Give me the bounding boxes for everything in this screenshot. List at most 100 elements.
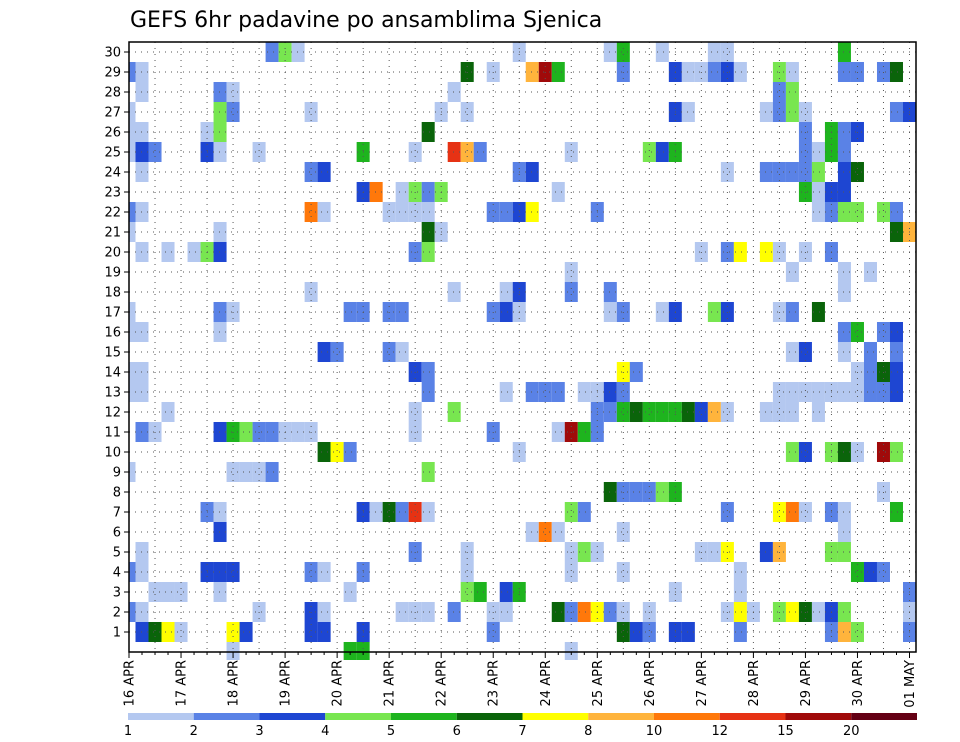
heatmap-cell xyxy=(525,522,539,542)
heatmap-cell xyxy=(304,202,318,222)
heatmap-cell xyxy=(499,282,513,302)
heatmap-cell xyxy=(707,302,721,322)
heatmap-cell xyxy=(798,102,812,122)
heatmap-cell xyxy=(889,202,903,222)
heatmap-cell xyxy=(707,402,721,422)
heatmap-cell xyxy=(135,242,149,262)
heatmap-cell xyxy=(837,162,851,182)
heatmap-cell xyxy=(239,622,253,642)
heatmap-cell xyxy=(772,402,786,422)
x-tick-label: 21 APR xyxy=(383,660,398,706)
heatmap-cell xyxy=(382,202,396,222)
heatmap-cell xyxy=(447,82,461,102)
heatmap-cell xyxy=(525,62,539,82)
y-tick-label: 9 xyxy=(113,466,121,481)
heatmap-cell xyxy=(629,482,643,502)
heatmap-cell xyxy=(655,482,669,502)
heatmap-cell xyxy=(213,322,227,342)
heatmap-cell xyxy=(161,622,175,642)
heatmap-cell xyxy=(317,562,331,582)
heatmap-cell xyxy=(785,262,799,282)
heatmap-cell xyxy=(135,382,149,402)
heatmap-cell xyxy=(330,442,344,462)
y-tick-label: 1 xyxy=(113,626,121,641)
x-tick-label: 22 APR xyxy=(435,660,450,706)
heatmap-cell xyxy=(694,402,708,422)
heatmap-cell xyxy=(785,62,799,82)
heatmap-cell xyxy=(226,102,240,122)
heatmap-cell xyxy=(837,122,851,142)
colorbar-swatch xyxy=(128,713,194,720)
heatmap-cell xyxy=(616,562,630,582)
heatmap-cell xyxy=(655,142,669,162)
heatmap-cell xyxy=(759,402,773,422)
heatmap-cell xyxy=(135,422,149,442)
heatmap-cell xyxy=(265,42,279,62)
heatmap-cell xyxy=(759,542,773,562)
heatmap-cell xyxy=(720,42,734,62)
heatmap-cell xyxy=(252,462,266,482)
heatmap-cell xyxy=(811,182,825,202)
heatmap-cell xyxy=(226,562,240,582)
heatmap-cell xyxy=(564,262,578,282)
heatmap-cell xyxy=(395,502,409,522)
heatmap-cell xyxy=(733,602,747,622)
colorbar-swatch xyxy=(522,713,589,720)
heatmap-cell xyxy=(616,522,630,542)
heatmap-cell xyxy=(863,362,877,382)
heatmap-cell xyxy=(785,82,799,102)
heatmap-cell xyxy=(564,642,578,660)
heatmap-cell xyxy=(798,142,812,162)
colorbar-label: 20 xyxy=(843,724,860,739)
heatmap-cell xyxy=(447,282,461,302)
heatmap-cell xyxy=(733,582,747,602)
heatmap-cell xyxy=(148,142,162,162)
heatmap-cell xyxy=(837,322,851,342)
heatmap-cell xyxy=(629,622,643,642)
colorbar-label: 15 xyxy=(777,724,794,739)
heatmap-cell xyxy=(460,102,474,122)
heatmap-cell xyxy=(785,402,799,422)
heatmap-cell xyxy=(889,502,903,522)
heatmap-cell xyxy=(447,142,461,162)
y-tick-label: 17 xyxy=(104,306,121,321)
heatmap-cell xyxy=(577,602,591,622)
heatmap-cell xyxy=(772,102,786,122)
heatmap-cell xyxy=(772,502,786,522)
colorbar-swatch xyxy=(391,713,457,720)
heatmap-cell xyxy=(876,382,890,402)
y-tick-label: 26 xyxy=(104,126,121,141)
heatmap-cell xyxy=(135,142,149,162)
heatmap-cell xyxy=(889,322,903,342)
heatmap-cell xyxy=(499,582,513,602)
heatmap-cell xyxy=(213,522,227,542)
heatmap-cell xyxy=(720,502,734,522)
heatmap-cell xyxy=(447,402,461,422)
colorbar-label: 8 xyxy=(584,724,592,739)
heatmap-cell xyxy=(798,162,812,182)
heatmap-cell xyxy=(798,382,812,402)
heatmap-cell xyxy=(876,562,890,582)
heatmap-cell xyxy=(681,102,695,122)
heatmap-cell xyxy=(213,582,227,602)
heatmap-cell xyxy=(129,62,136,82)
heatmap-cell xyxy=(226,462,240,482)
heatmap-cell xyxy=(811,602,825,622)
heatmap-cell xyxy=(850,562,864,582)
x-tick-label: 23 APR xyxy=(487,660,502,706)
x-tick-label: 27 APR xyxy=(695,660,710,706)
colorbar-swatch xyxy=(259,713,326,720)
heatmap-cell xyxy=(785,162,799,182)
heatmap-cell xyxy=(499,382,513,402)
heatmap-cell xyxy=(421,182,435,202)
heatmap-cell xyxy=(603,282,617,302)
heatmap-cell xyxy=(642,402,656,422)
heatmap-cell xyxy=(733,622,747,642)
heatmap-cell xyxy=(213,122,227,142)
heatmap-cell xyxy=(213,502,227,522)
heatmap-cell xyxy=(551,62,565,82)
heatmap-cell xyxy=(330,342,344,362)
heatmap-cell xyxy=(291,42,305,62)
heatmap-cell xyxy=(174,622,188,642)
heatmap-cell xyxy=(811,202,825,222)
